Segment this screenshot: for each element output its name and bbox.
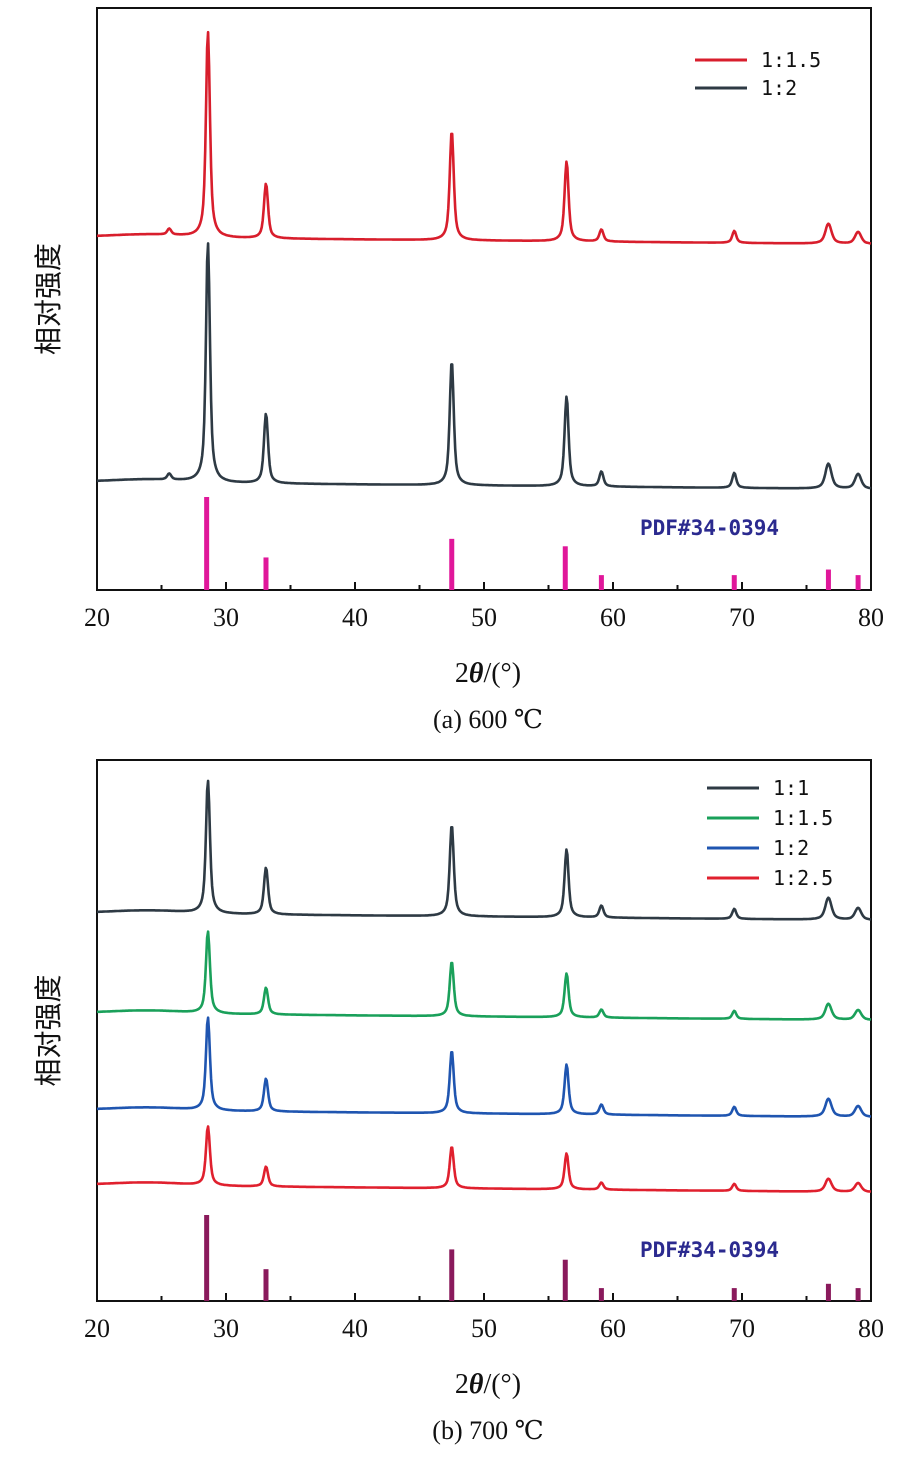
ca-legend-label: 1:2	[761, 76, 797, 100]
cb-x-tick-label: 30	[213, 1314, 239, 1343]
ca-x-tick-label: 40	[342, 603, 368, 632]
cb-reference-stick	[449, 1249, 455, 1301]
ca-reference-stick	[825, 569, 831, 590]
cb-series-line-1-1-5	[96, 930, 872, 1021]
ca-reference-stick	[598, 575, 604, 590]
cb-reference-stick	[263, 1269, 269, 1301]
cb-reference-stick	[204, 1215, 210, 1301]
ca-reference-stick	[731, 575, 737, 590]
ca-x-tick-label: 80	[858, 603, 884, 632]
cb-series-line-1-2-5	[96, 1125, 872, 1193]
cb-reference-stick	[855, 1288, 861, 1301]
cb-legend-label: 1:1.5	[773, 806, 833, 830]
cb-reference-stick	[562, 1259, 568, 1301]
cb-series-line-1-1	[96, 779, 872, 921]
ca-reference-stick	[562, 546, 568, 590]
ca-reference-stick	[263, 557, 269, 590]
chart-panel-a: 20 30 40 50 60 70 80 相对强度 2θ/(°) (a) 600 ℃ PDF#34-…	[32, 7, 884, 733]
cb-x-tick-label: 70	[729, 1314, 755, 1343]
cb-series-line-1-2	[96, 1016, 872, 1118]
chart-panel-b: 20 30 40 50 60 70 80 相对强度 2θ/(°) (b) 700 ℃ PDF#34-…	[0, 733, 911, 1466]
ca-series-line-1-1-5	[96, 30, 872, 245]
cb-legend-label: 1:1	[773, 776, 809, 800]
cb-pdf-label: PDF#34-0394	[640, 1238, 779, 1262]
ca-y-axis-label: 相对强度	[32, 243, 65, 355]
ca-x-axis-label: 2θ/(°)	[455, 658, 521, 689]
ca-reference-stick	[855, 575, 861, 590]
ca-x-tick-label: 50	[471, 603, 497, 632]
ca-pdf-label: PDF#34-0394	[640, 516, 779, 540]
cb-legend-label: 1:2	[773, 836, 809, 860]
cb-reference-stick	[825, 1283, 831, 1301]
cb-legend-label: 1:2.5	[773, 866, 833, 890]
cb-reference-stick	[731, 1288, 737, 1301]
ca-x-tick-label: 60	[600, 603, 626, 632]
cb-x-tick-label: 40	[342, 1314, 368, 1343]
cb-x-axis-label: 2θ/(°)	[455, 1369, 521, 1400]
xrd-chart-600: 20 30 40 50 60 70 80 相对强度 2θ/(°) (a) 600 ℃ PDF#34-…	[32, 7, 884, 733]
cb-caption: (b) 700 ℃	[432, 1416, 543, 1445]
ca-reference-stick	[449, 538, 455, 590]
cb-plot-frame	[96, 759, 872, 1302]
ca-x-tick-label: 20	[84, 603, 110, 632]
ca-reference-stick	[204, 497, 210, 590]
ca-x-tick-label: 30	[213, 603, 239, 632]
cb-reference-stick	[598, 1288, 604, 1301]
ca-series-line-1-2	[96, 242, 872, 490]
cb-x-tick-label: 80	[858, 1314, 884, 1343]
ca-legend-label: 1:1.5	[761, 48, 821, 72]
cb-x-tick-label: 20	[84, 1314, 110, 1343]
ca-x-tick-label: 70	[729, 603, 755, 632]
cb-y-axis-label: 相对强度	[32, 974, 65, 1086]
ca-caption: (a) 600 ℃	[433, 705, 543, 733]
xrd-chart-700: 20 30 40 50 60 70 80 相对强度 2θ/(°) (b) 700 ℃ PDF#34-…	[32, 759, 884, 1445]
ca-plot-frame	[96, 7, 872, 591]
cb-x-tick-label: 50	[471, 1314, 497, 1343]
cb-x-tick-label: 60	[600, 1314, 626, 1343]
